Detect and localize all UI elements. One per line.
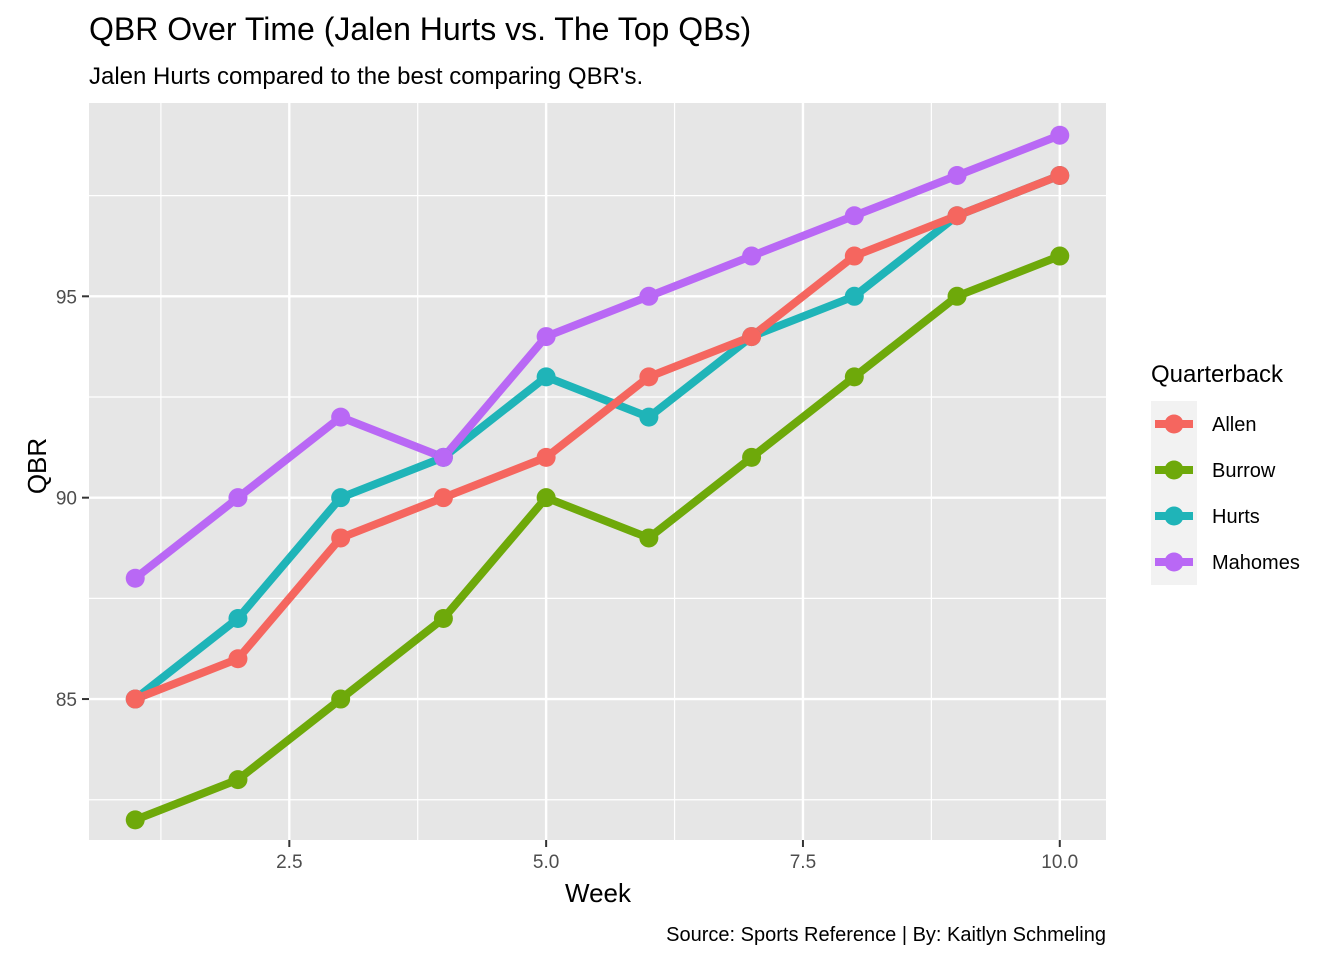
grid-major [89, 103, 1106, 840]
data-point-burrow [742, 447, 762, 467]
data-point-allen [228, 649, 248, 669]
chart-caption: Source: Sports Reference | By: Kaitlyn S… [666, 924, 1106, 946]
data-point-burrow [1050, 246, 1070, 266]
data-point-hurts [331, 488, 351, 508]
series-line-hurts [132, 171, 1062, 703]
data-point-hurts [536, 367, 556, 387]
data-point-burrow [331, 689, 351, 709]
data-point-hurts [639, 407, 659, 427]
data-point-allen [331, 528, 351, 548]
data-point-burrow [639, 528, 659, 548]
data-point-mahomes [331, 407, 351, 427]
legend-title: Quarterback [1151, 361, 1284, 388]
legend-label-allen: Allen [1212, 414, 1256, 436]
series-points [125, 125, 1070, 830]
legend-keys: Allen Burrow Hurts Mahomes [1151, 401, 1300, 585]
data-point-allen [536, 447, 556, 467]
y-axis: 85 90 95 [56, 287, 89, 711]
series-lines [132, 131, 1062, 824]
legend-label-mahomes: Mahomes [1212, 552, 1300, 574]
data-point-burrow [536, 488, 556, 508]
data-point-mahomes [125, 568, 145, 588]
data-point-burrow [433, 608, 453, 628]
x-tick-label: 7.5 [790, 852, 816, 873]
data-point-burrow [228, 770, 248, 790]
y-axis-title: QBR [22, 438, 52, 494]
data-point-allen [639, 367, 659, 387]
data-point-allen [1050, 165, 1070, 185]
x-axis-title: Week [565, 878, 632, 908]
data-point-allen [433, 488, 453, 508]
chart-title: QBR Over Time (Jalen Hurts vs. The Top Q… [89, 11, 751, 47]
data-point-mahomes [228, 488, 248, 508]
data-point-mahomes [742, 246, 762, 266]
data-point-allen [844, 246, 864, 266]
data-point-hurts [844, 286, 864, 306]
data-point-mahomes [536, 327, 556, 347]
y-tick-label: 95 [56, 287, 77, 308]
series-line-burrow [133, 252, 1062, 824]
legend-key-point [1164, 460, 1184, 480]
data-point-allen [947, 206, 967, 226]
legend-key-point [1164, 552, 1184, 572]
data-point-allen [742, 327, 762, 347]
data-point-mahomes [433, 447, 453, 467]
series-line-mahomes [132, 131, 1062, 582]
data-point-allen [125, 689, 145, 709]
legend: Quarterback Allen Burrow Hurts Mahomes [1151, 361, 1300, 585]
data-point-burrow [125, 810, 145, 830]
data-point-burrow [844, 367, 864, 387]
data-point-mahomes [844, 206, 864, 226]
data-point-mahomes [1050, 125, 1070, 145]
data-point-burrow [947, 286, 967, 306]
legend-key-point [1164, 506, 1184, 526]
x-tick-label: 10.0 [1041, 852, 1078, 873]
data-point-mahomes [639, 286, 659, 306]
data-point-hurts [228, 608, 248, 628]
y-tick-label: 85 [56, 690, 77, 711]
legend-label-burrow: Burrow [1212, 460, 1276, 482]
x-tick-label: 5.0 [533, 852, 559, 873]
y-tick-label: 90 [56, 489, 77, 510]
chart-subtitle: Jalen Hurts compared to the best compari… [89, 63, 643, 90]
data-point-mahomes [947, 165, 967, 185]
legend-label-hurts: Hurts [1212, 506, 1260, 528]
legend-key-point [1164, 414, 1184, 434]
x-axis: 2.5 5.0 7.5 10.0 [276, 840, 1078, 873]
series-line-allen [133, 171, 1062, 703]
x-tick-label: 2.5 [276, 852, 302, 873]
